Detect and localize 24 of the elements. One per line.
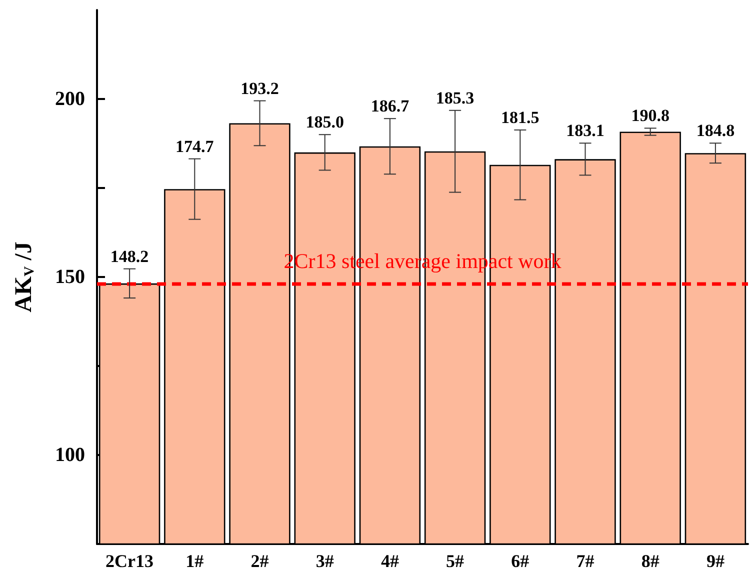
x-tick-label: 2#	[250, 551, 269, 571]
data-label: 184.8	[696, 121, 735, 140]
data-label: 193.2	[240, 78, 279, 98]
y-tick-label: 150	[55, 266, 85, 288]
data-label: 183.1	[566, 121, 604, 140]
data-label: 190.8	[631, 106, 670, 126]
data-label: 186.7	[370, 96, 410, 116]
y-tick-label: 200	[55, 88, 85, 110]
x-tick-label: 4#	[380, 551, 399, 571]
data-label: 148.2	[110, 246, 149, 266]
x-tick-label: 8#	[641, 551, 660, 571]
data-label: 185.0	[306, 112, 344, 132]
data-label: 174.7	[176, 136, 214, 156]
x-tick-label: 5#	[446, 551, 464, 571]
x-tick-label: 1#	[186, 551, 204, 571]
x-tick-label: 6#	[511, 551, 530, 571]
x-tick-label: 2Cr13	[106, 551, 154, 571]
x-tick-label: 3#	[316, 551, 334, 571]
y-tick-label: 100	[55, 444, 85, 466]
x-tick-label: 7#	[576, 551, 594, 571]
y-axis-title: AKV /J	[11, 242, 38, 312]
x-tick-label: 9#	[706, 551, 724, 571]
data-label: 181.5	[501, 108, 540, 127]
data-label: 185.3	[436, 88, 474, 108]
